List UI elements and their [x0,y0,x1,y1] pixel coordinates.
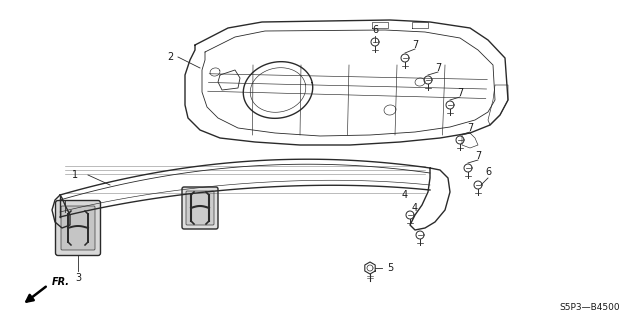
Text: 3: 3 [75,273,81,283]
FancyBboxPatch shape [61,206,95,250]
Text: 6: 6 [485,167,491,177]
Text: 4: 4 [402,190,408,200]
Text: 2: 2 [167,52,173,62]
FancyBboxPatch shape [182,187,218,229]
Text: 7: 7 [467,123,473,133]
Text: 6: 6 [372,25,378,35]
Text: 7: 7 [435,63,441,73]
FancyBboxPatch shape [56,201,100,256]
FancyBboxPatch shape [186,191,214,225]
Text: 7: 7 [412,40,418,50]
Text: 7: 7 [457,88,463,98]
Text: FR.: FR. [52,277,70,287]
Text: 4: 4 [412,203,418,213]
Text: 5: 5 [387,263,393,273]
Text: 1: 1 [72,170,78,180]
Text: 7: 7 [475,151,481,161]
Text: S5P3—B4500: S5P3—B4500 [559,303,620,313]
